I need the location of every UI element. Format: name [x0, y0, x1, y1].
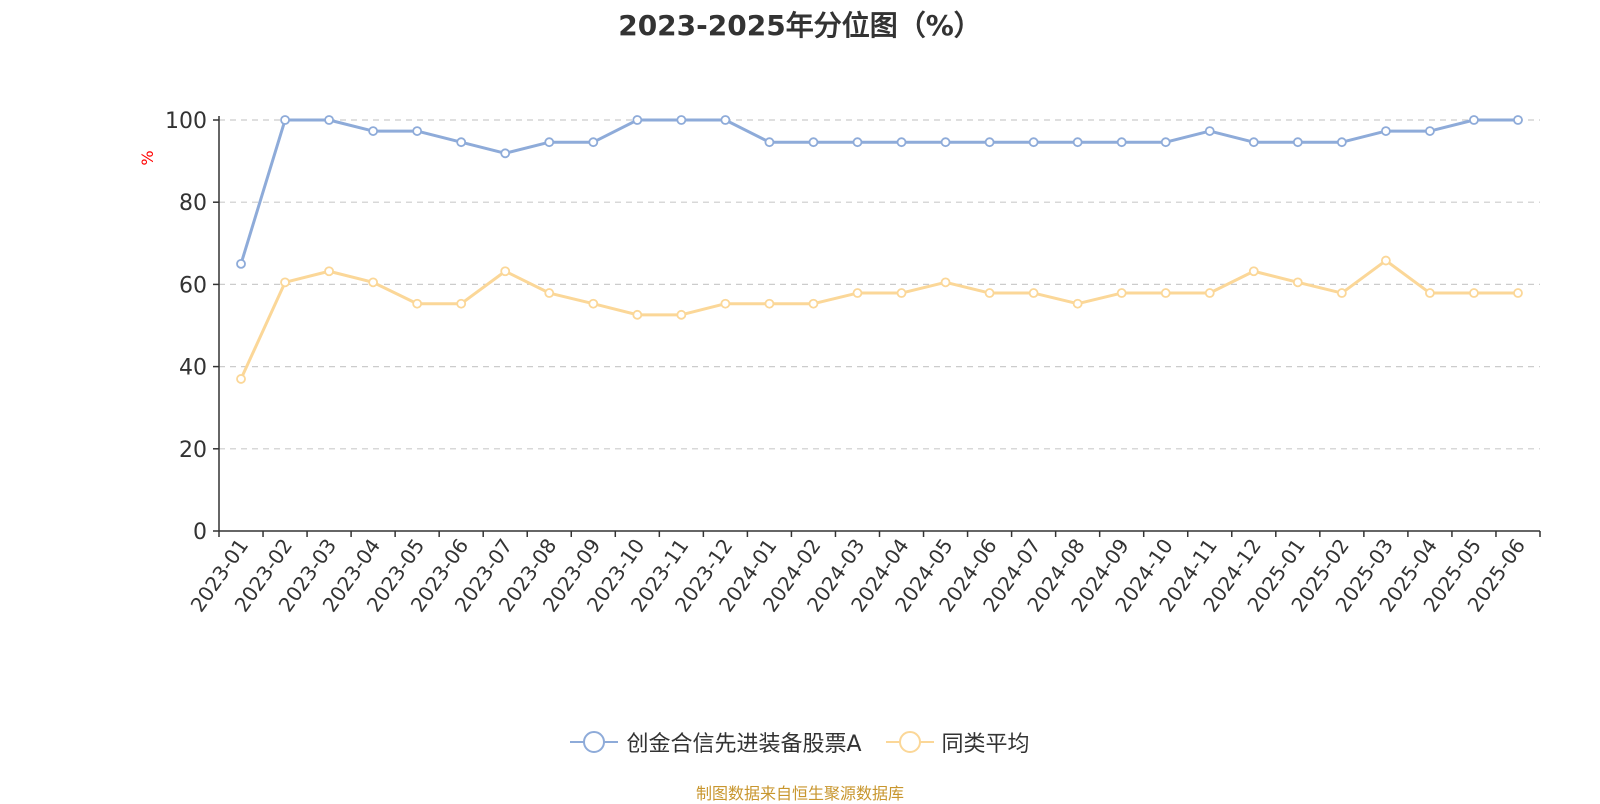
data-point[interactable] — [1204, 126, 1215, 136]
data-point[interactable] — [676, 115, 687, 125]
series-line-fund — [239, 118, 1518, 265]
data-point[interactable] — [1028, 288, 1039, 298]
data-point[interactable] — [368, 277, 379, 288]
data-point[interactable] — [720, 115, 731, 125]
data-point[interactable] — [720, 298, 731, 309]
data-point[interactable] — [1336, 137, 1347, 148]
data-point[interactable] — [236, 258, 246, 269]
data-point[interactable] — [588, 298, 599, 309]
data-point[interactable] — [1160, 137, 1171, 148]
data-point[interactable] — [412, 126, 423, 136]
data-point[interactable] — [1072, 137, 1083, 148]
data-points — [236, 115, 1523, 384]
data-point[interactable] — [544, 288, 555, 298]
data-point[interactable] — [1292, 277, 1303, 288]
legend-label-peer-average: 同类平均 — [941, 732, 1030, 757]
data-point[interactable] — [280, 115, 290, 125]
data-point[interactable] — [896, 137, 907, 148]
data-point[interactable] — [676, 309, 687, 320]
data-point[interactable] — [984, 288, 995, 298]
data-point[interactable] — [1336, 288, 1347, 298]
data-point[interactable] — [236, 374, 246, 384]
data-point[interactable] — [940, 137, 951, 148]
data-point[interactable] — [588, 137, 599, 148]
data-point[interactable] — [1469, 288, 1479, 298]
y-tick-label: 80 — [179, 191, 207, 216]
data-point[interactable] — [852, 137, 863, 148]
data-point[interactable] — [500, 148, 511, 159]
data-point[interactable] — [632, 309, 643, 320]
data-point[interactable] — [1072, 298, 1083, 309]
y-tick-label: 100 — [165, 109, 207, 134]
data-point[interactable] — [1248, 137, 1259, 148]
y-tick-label: 0 — [193, 520, 207, 545]
legend-line-circle-icon — [885, 731, 934, 753]
data-point[interactable] — [456, 298, 467, 309]
data-point[interactable] — [500, 266, 511, 277]
data-point[interactable] — [1380, 126, 1391, 136]
data-point[interactable] — [1425, 288, 1435, 298]
y-axis-label: % — [138, 150, 157, 165]
data-point[interactable] — [1204, 288, 1215, 298]
data-point[interactable] — [324, 115, 334, 125]
data-point[interactable] — [852, 288, 863, 298]
data-point[interactable] — [764, 137, 775, 148]
data-point[interactable] — [544, 137, 555, 148]
data-point[interactable] — [1292, 137, 1303, 148]
data-point[interactable] — [456, 137, 467, 148]
data-point[interactable] — [632, 115, 643, 125]
series-line-peer-average — [239, 259, 1518, 380]
series-lines — [239, 118, 1518, 380]
y-tick-label: 60 — [179, 273, 207, 298]
data-point[interactable] — [1116, 137, 1127, 148]
data-point[interactable] — [1116, 288, 1127, 298]
data-point[interactable] — [1513, 115, 1523, 125]
data-point[interactable] — [764, 298, 775, 309]
data-point[interactable] — [1513, 288, 1523, 298]
data-point[interactable] — [896, 288, 907, 298]
legend-line-circle-icon — [570, 731, 619, 753]
data-point[interactable] — [808, 298, 819, 309]
data-point[interactable] — [1160, 288, 1171, 298]
data-point[interactable] — [940, 277, 951, 288]
legend: 创金合信先进装备股票A 同类平均 — [0, 726, 1600, 758]
legend-item-fund[interactable]: 创金合信先进装备股票A — [570, 726, 862, 758]
legend-label-fund: 创金合信先进装备股票A — [626, 732, 862, 757]
chart-title: 2023-2025年分位图（%） — [618, 9, 982, 42]
data-point[interactable] — [1469, 115, 1479, 125]
data-point[interactable] — [280, 277, 290, 288]
legend-item-peer-average[interactable]: 同类平均 — [885, 726, 1030, 758]
axes: 0204060801002023-012023-022023-032023-04… — [165, 109, 1541, 616]
data-point[interactable] — [1425, 126, 1435, 136]
data-point[interactable] — [324, 266, 334, 277]
data-point[interactable] — [412, 298, 423, 309]
grid-lines — [219, 119, 1540, 450]
data-point[interactable] — [1248, 266, 1259, 277]
data-point[interactable] — [1028, 137, 1039, 148]
y-tick-label: 40 — [179, 356, 207, 381]
y-tick-label: 20 — [179, 438, 207, 463]
data-point[interactable] — [1380, 255, 1391, 266]
data-point[interactable] — [808, 137, 819, 148]
data-point[interactable] — [368, 126, 379, 136]
source-note: 制图数据来自恒生聚源数据库 — [695, 784, 904, 803]
data-point[interactable] — [984, 137, 995, 148]
